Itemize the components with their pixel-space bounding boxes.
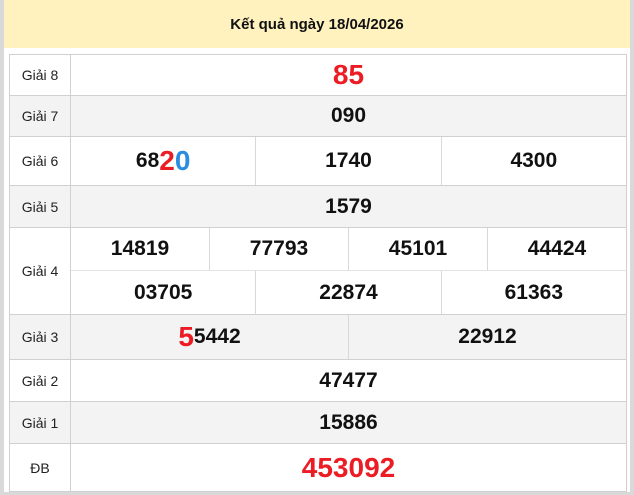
digits-normal: 68 [135,149,160,172]
prize-label: Giải 8 [9,54,71,96]
prize-value: 03705 [133,280,193,304]
prize-value: 5 5442 [71,315,348,359]
prize-value: 4300 [440,137,626,185]
row-giai-3: Giải 3 5 5442 22912 [9,314,627,360]
prize-label: Giải 2 [9,359,71,402]
digit-highlight-blue: 0 [174,145,191,176]
row-giai-6: Giải 6 68 2 0 1740 4300 [9,136,627,186]
prize-value: 1579 [70,185,627,228]
prize-value: 85 [70,54,627,96]
results-panel: Kết quả ngày 18/04/2026 Giải 8 85 Giải 7… [4,0,630,492]
prize-label: Giải 5 [9,185,71,228]
row-giai-5: Giải 5 1579 [9,185,627,228]
prize-value: 15886 [70,401,627,444]
prize-value: 47477 [70,359,627,402]
prize-label: Giải 1 [9,401,71,444]
prize-value: 22874 [255,271,440,314]
prize-value: 68 2 0 [71,137,255,185]
row-giai-8: Giải 8 85 [9,54,627,96]
prize-value: 14819 [110,237,170,260]
prize-value: 1740 [255,137,440,185]
row-giai-4: Giải 4 14819 77793 45101 44424 03705 228… [9,227,627,315]
prize-label: Giải 3 [9,314,71,360]
prize-value: 44424 [487,228,626,270]
results-title: Kết quả ngày 18/04/2026 [4,0,630,48]
row-dac-biet: ĐB 453092 [9,443,627,492]
prize-label: Giải 4 [9,227,71,315]
prize-label: Giải 6 [9,136,71,186]
digits-normal: 5442 [193,325,241,348]
row-giai-7: Giải 7 090 [9,95,627,137]
prize-label: ĐB [9,443,71,492]
results-table: Giải 8 85 Giải 7 090 Giải 6 68 2 0 1740 43… [9,54,627,492]
prize-value: 22912 [348,315,626,359]
prize-value: 090 [70,95,627,137]
prize-value: 77793 [209,228,348,270]
prize-label: Giải 7 [9,95,71,137]
digit-highlight-red: 5 [178,321,194,352]
prize-value: 45101 [348,228,487,270]
digit-highlight-red: 2 [159,145,175,176]
row-giai-1: Giải 1 15886 [9,401,627,444]
special-prize-value: 453092 [70,443,627,492]
row-giai-2: Giải 2 47477 [9,359,627,402]
prize-value: 61363 [440,271,626,314]
